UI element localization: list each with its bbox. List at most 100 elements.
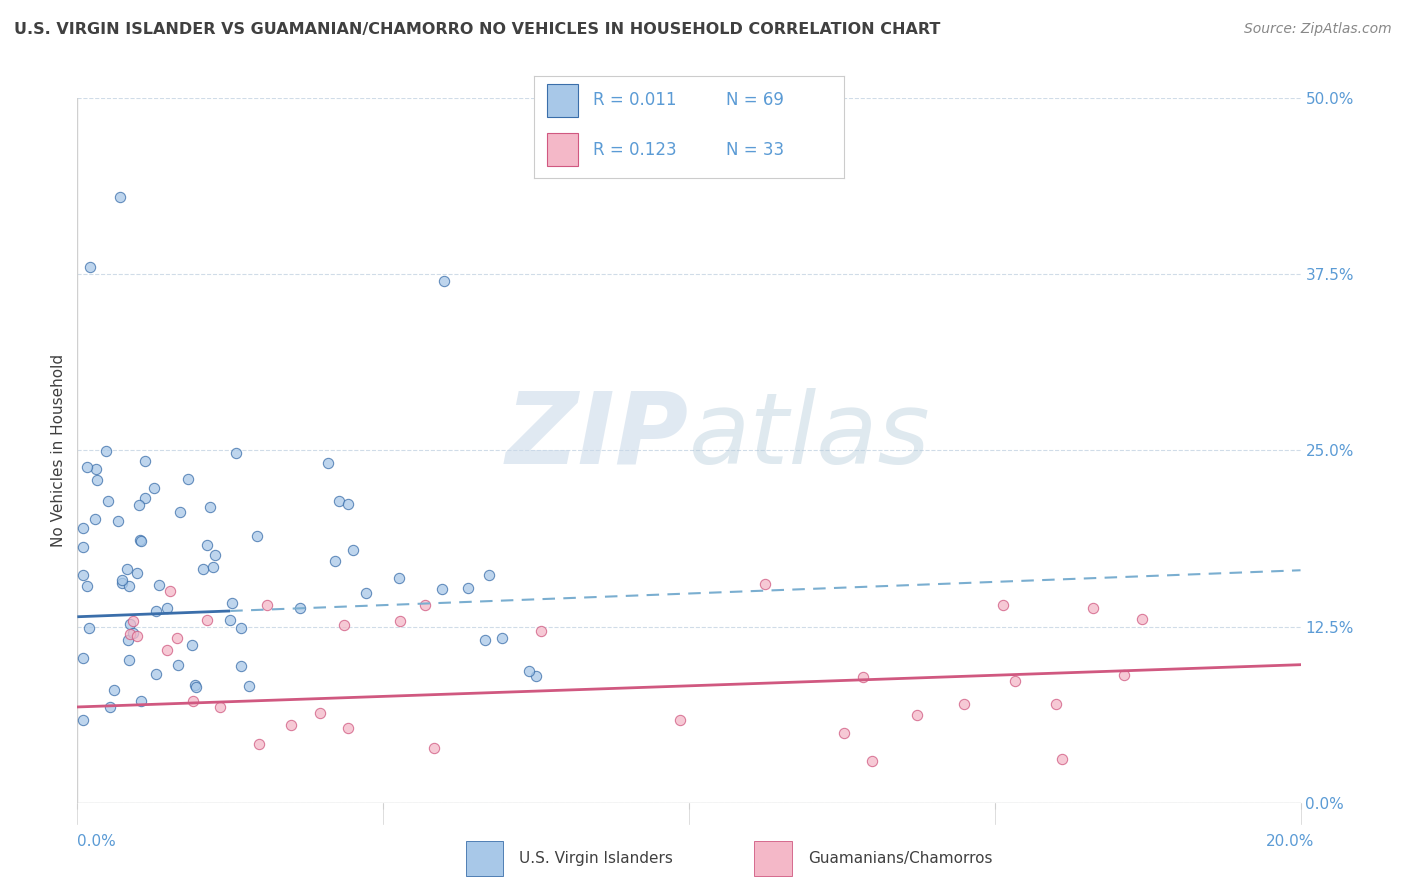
- Text: R = 0.123: R = 0.123: [593, 141, 676, 159]
- Text: N = 69: N = 69: [725, 92, 785, 110]
- Point: [457, 581, 479, 595]
- Point: [122, 614, 145, 628]
- Point: [84, 462, 107, 476]
- Text: Guamanians/Chamorros: Guamanians/Chamorros: [808, 851, 993, 866]
- Point: [256, 599, 278, 613]
- Point: [125, 566, 148, 580]
- Point: [103, 683, 125, 698]
- Point: [991, 599, 1014, 613]
- Point: [156, 643, 179, 657]
- Point: [79, 260, 101, 275]
- Point: [1130, 611, 1153, 625]
- Point: [72, 713, 94, 727]
- Point: [754, 577, 776, 591]
- Point: [195, 538, 218, 552]
- Point: [167, 658, 190, 673]
- Point: [181, 694, 204, 708]
- Text: Source: ZipAtlas.com: Source: ZipAtlas.com: [1244, 22, 1392, 37]
- Point: [191, 562, 214, 576]
- Text: N = 33: N = 33: [725, 141, 785, 159]
- Point: [309, 706, 332, 720]
- Point: [953, 697, 976, 711]
- Point: [145, 667, 167, 681]
- Bar: [465, 841, 503, 876]
- Point: [195, 613, 218, 627]
- Point: [342, 542, 364, 557]
- Point: [204, 549, 226, 563]
- Point: [246, 529, 269, 543]
- Point: [328, 493, 350, 508]
- Point: [423, 740, 446, 755]
- Point: [121, 625, 143, 640]
- Point: [229, 621, 252, 635]
- Point: [120, 627, 142, 641]
- Point: [1052, 752, 1074, 766]
- Point: [332, 618, 354, 632]
- Point: [280, 718, 302, 732]
- Bar: [755, 841, 792, 876]
- Point: [129, 533, 152, 548]
- Point: [388, 571, 411, 585]
- Text: R = 0.011: R = 0.011: [593, 92, 676, 110]
- Point: [111, 573, 134, 587]
- Bar: [547, 84, 578, 117]
- Point: [131, 693, 153, 707]
- Point: [77, 621, 100, 635]
- Point: [94, 444, 117, 458]
- Point: [852, 670, 875, 684]
- Point: [247, 737, 270, 751]
- Point: [288, 601, 311, 615]
- Point: [166, 631, 188, 645]
- Point: [669, 713, 692, 727]
- Bar: [547, 133, 578, 166]
- Point: [336, 721, 359, 735]
- Point: [118, 653, 141, 667]
- Point: [832, 726, 855, 740]
- Point: [491, 631, 513, 645]
- Text: U.S. VIRGIN ISLANDER VS GUAMANIAN/CHAMORRO NO VEHICLES IN HOUSEHOLD CORRELATION : U.S. VIRGIN ISLANDER VS GUAMANIAN/CHAMOR…: [14, 22, 941, 37]
- Point: [1004, 674, 1026, 689]
- Point: [389, 614, 412, 628]
- Point: [134, 454, 156, 468]
- Point: [134, 491, 156, 505]
- Y-axis label: No Vehicles in Household: No Vehicles in Household: [51, 354, 66, 547]
- Point: [169, 505, 191, 519]
- Point: [474, 633, 496, 648]
- Point: [97, 494, 120, 508]
- Point: [524, 669, 547, 683]
- Point: [208, 699, 231, 714]
- Point: [86, 473, 108, 487]
- Point: [145, 604, 167, 618]
- Point: [862, 754, 884, 768]
- Point: [478, 568, 501, 582]
- Point: [107, 514, 129, 528]
- Point: [432, 582, 454, 596]
- Text: 20.0%: 20.0%: [1267, 834, 1315, 849]
- Point: [1112, 667, 1135, 681]
- Point: [128, 498, 150, 512]
- Point: [238, 679, 260, 693]
- Point: [108, 190, 131, 204]
- Point: [72, 540, 94, 554]
- Point: [111, 576, 134, 591]
- Text: 0.0%: 0.0%: [77, 834, 117, 849]
- Text: atlas: atlas: [689, 388, 931, 485]
- Point: [176, 472, 198, 486]
- Point: [115, 562, 138, 576]
- Point: [100, 699, 122, 714]
- Point: [225, 445, 247, 459]
- Point: [184, 678, 207, 692]
- Point: [159, 584, 181, 599]
- Point: [117, 632, 139, 647]
- Point: [129, 533, 152, 547]
- Point: [221, 596, 243, 610]
- Point: [354, 586, 377, 600]
- Point: [1083, 601, 1105, 615]
- Point: [200, 500, 222, 515]
- Point: [148, 578, 170, 592]
- Point: [337, 497, 360, 511]
- Point: [184, 681, 207, 695]
- Point: [76, 579, 98, 593]
- Point: [229, 658, 252, 673]
- Point: [155, 600, 177, 615]
